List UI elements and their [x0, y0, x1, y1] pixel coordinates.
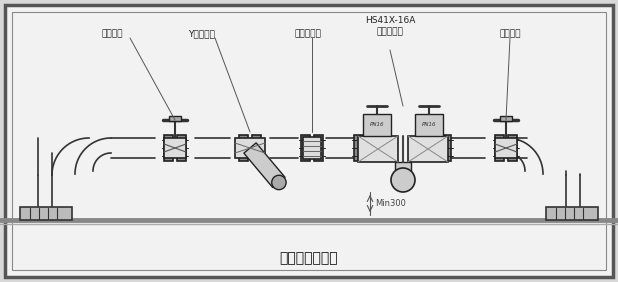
Bar — [164, 135, 173, 161]
Bar — [442, 135, 451, 161]
Text: 橡胶软接头: 橡胶软接头 — [295, 29, 321, 38]
Text: 进口闸阀: 进口闸阀 — [101, 29, 123, 38]
Text: PN16: PN16 — [421, 122, 436, 127]
Bar — [495, 135, 504, 161]
Bar — [20, 207, 72, 220]
Text: （室外安装图）: （室外安装图） — [280, 251, 338, 265]
Bar — [495, 138, 517, 158]
Bar — [303, 137, 321, 159]
Text: 防污隔断阀: 防污隔断阀 — [376, 27, 404, 36]
Text: Y型过滤器: Y型过滤器 — [188, 29, 216, 38]
Bar — [500, 116, 512, 121]
Bar — [429, 135, 438, 161]
Bar — [508, 135, 517, 161]
Bar — [252, 135, 261, 161]
Polygon shape — [358, 136, 398, 162]
Bar — [363, 114, 391, 136]
Polygon shape — [408, 136, 448, 162]
Bar — [395, 162, 411, 182]
Polygon shape — [244, 143, 285, 188]
Bar — [164, 138, 186, 158]
Bar — [354, 135, 363, 161]
Text: HS41X-16A: HS41X-16A — [365, 16, 415, 25]
Bar — [177, 135, 186, 161]
Bar — [314, 135, 323, 161]
Circle shape — [391, 168, 415, 192]
Bar — [546, 207, 598, 220]
Text: 出口闸阀: 出口闸阀 — [499, 29, 521, 38]
Bar — [235, 138, 265, 158]
Text: Min300: Min300 — [375, 199, 406, 208]
Bar — [239, 135, 248, 161]
Bar — [415, 114, 443, 136]
Text: PN16: PN16 — [370, 122, 384, 127]
Circle shape — [272, 175, 286, 190]
Bar — [367, 135, 376, 161]
Bar — [301, 135, 310, 161]
Bar — [169, 116, 181, 121]
